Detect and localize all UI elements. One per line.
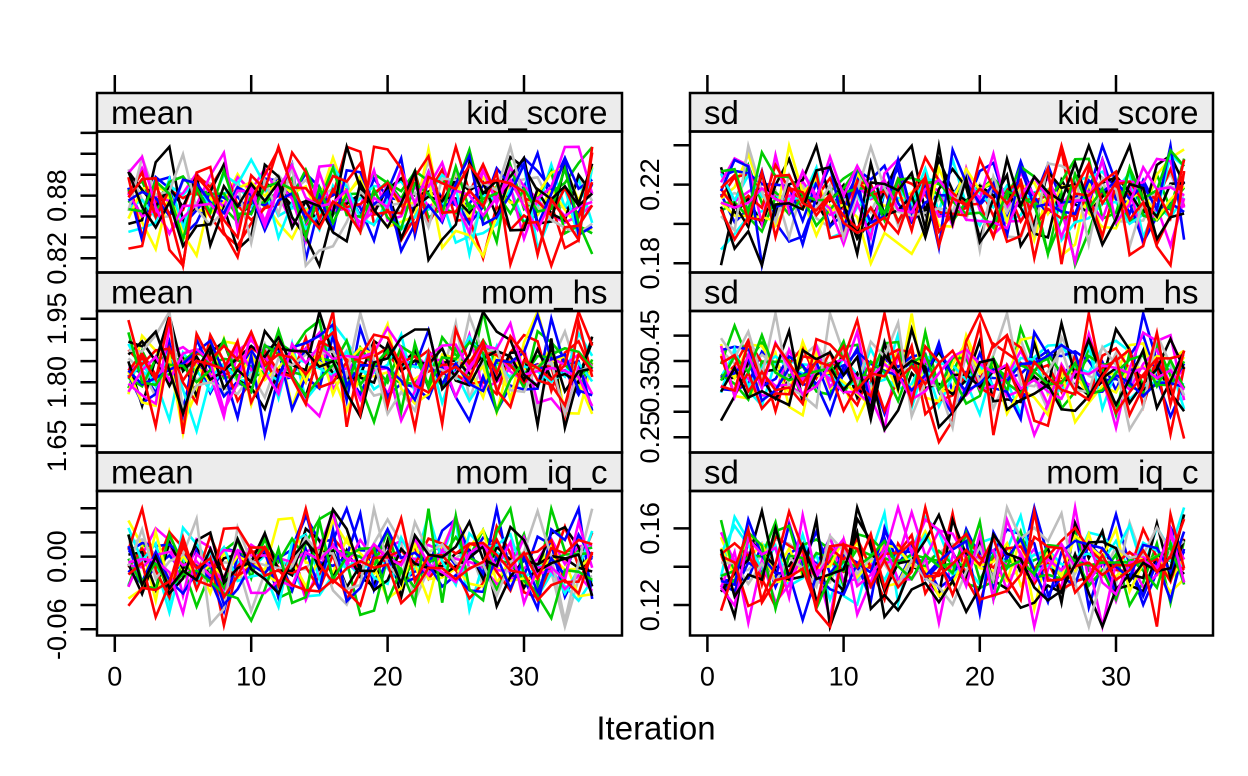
svg-text:Iteration: Iteration — [596, 710, 715, 747]
svg-text:1.80: 1.80 — [42, 356, 72, 409]
svg-text:sd: sd — [704, 453, 739, 490]
svg-text:1.95: 1.95 — [42, 292, 72, 345]
svg-text:0: 0 — [107, 662, 122, 692]
svg-text:kid_score: kid_score — [466, 94, 607, 131]
svg-text:kid_score: kid_score — [1057, 94, 1198, 131]
svg-text:0.22: 0.22 — [635, 158, 665, 211]
svg-text:30: 30 — [1101, 662, 1131, 692]
svg-text:-0.06: -0.06 — [42, 598, 72, 660]
svg-text:0: 0 — [700, 662, 715, 692]
svg-text:mom_hs: mom_hs — [481, 273, 608, 310]
svg-text:0.45: 0.45 — [635, 309, 665, 362]
svg-text:0.35: 0.35 — [635, 360, 665, 413]
svg-text:sd: sd — [704, 94, 739, 131]
svg-text:0.16: 0.16 — [635, 502, 665, 555]
svg-text:20: 20 — [373, 662, 403, 692]
svg-text:1.65: 1.65 — [42, 420, 72, 473]
svg-text:0.00: 0.00 — [42, 530, 72, 583]
svg-text:0.25: 0.25 — [635, 411, 665, 464]
svg-text:mean: mean — [111, 453, 194, 490]
svg-text:0.12: 0.12 — [635, 579, 665, 632]
svg-text:0.88: 0.88 — [42, 169, 72, 222]
svg-text:0.82: 0.82 — [42, 232, 72, 285]
svg-text:mom_iq_c: mom_iq_c — [1046, 453, 1198, 490]
svg-text:10: 10 — [829, 662, 859, 692]
svg-text:mean: mean — [111, 273, 194, 310]
svg-text:0.18: 0.18 — [635, 237, 665, 290]
svg-text:mom_hs: mom_hs — [1072, 273, 1199, 310]
svg-text:10: 10 — [236, 662, 266, 692]
svg-text:sd: sd — [704, 273, 739, 310]
svg-text:20: 20 — [965, 662, 995, 692]
svg-text:mom_iq_c: mom_iq_c — [455, 453, 607, 490]
svg-text:30: 30 — [509, 662, 539, 692]
svg-text:mean: mean — [111, 94, 194, 131]
